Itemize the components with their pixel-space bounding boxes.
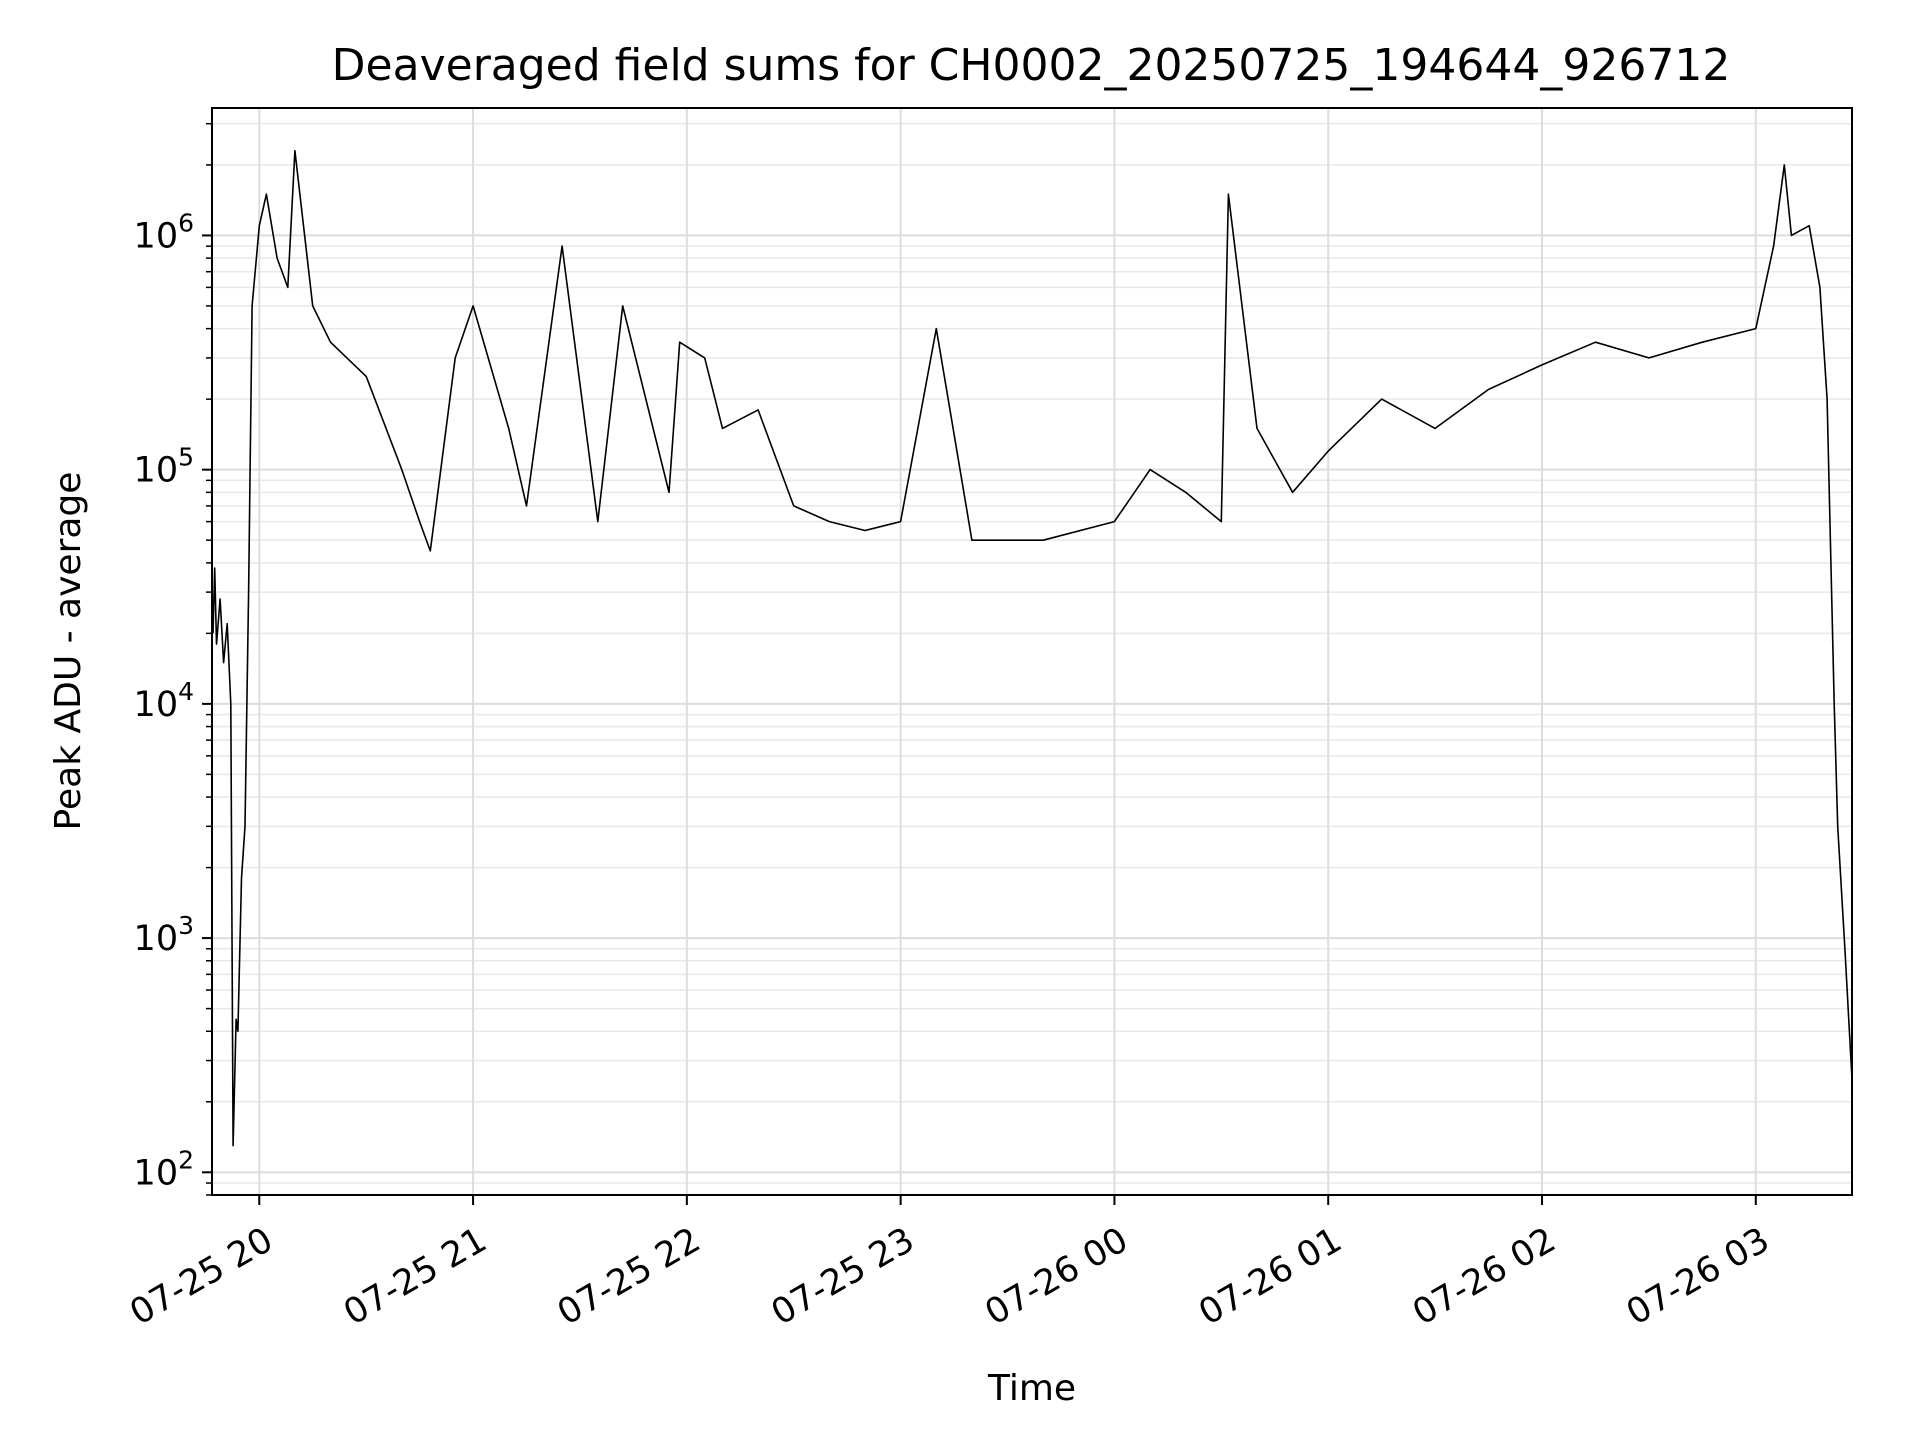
y-tick-base: 10 bbox=[134, 216, 179, 256]
y-tick-base: 10 bbox=[134, 451, 179, 491]
x-tick-label: 07-26 02 bbox=[1406, 1220, 1562, 1333]
y-tick-label: 102 bbox=[134, 1145, 194, 1193]
x-tick-label: 07-25 23 bbox=[765, 1220, 921, 1333]
plot-frame bbox=[211, 107, 1853, 1196]
x-tick-label: 07-25 22 bbox=[551, 1220, 707, 1333]
y-tick-exponent: 3 bbox=[178, 911, 194, 940]
y-tick-base: 10 bbox=[134, 919, 179, 959]
y-tick-exponent: 5 bbox=[178, 443, 194, 472]
y-tick-label: 105 bbox=[134, 443, 194, 491]
x-tick-label: 07-26 01 bbox=[1192, 1220, 1348, 1333]
x-tick-label: 07-26 03 bbox=[1620, 1220, 1776, 1333]
x-tick-label: 07-26 00 bbox=[979, 1220, 1135, 1333]
y-tick-label: 106 bbox=[134, 208, 194, 256]
y-tick-base: 10 bbox=[134, 685, 179, 725]
y-tick-label: 103 bbox=[134, 911, 194, 959]
x-axis-ticks: 07-25 20 07-25 21 07-25 22 07-25 23 07-26 00… bbox=[123, 1195, 1776, 1333]
y-axis-label: Peak ADU - average bbox=[48, 472, 89, 831]
x-tick-label: 07-25 21 bbox=[337, 1220, 493, 1333]
x-tick-label: 07-25 20 bbox=[123, 1220, 279, 1333]
y-tick-exponent: 6 bbox=[178, 208, 194, 237]
chart-title: Deaveraged field sums for CH0002_2025072… bbox=[332, 40, 1731, 91]
series-layer bbox=[212, 149, 1853, 1147]
y-tick-label: 104 bbox=[134, 677, 194, 725]
y-tick-exponent: 4 bbox=[178, 677, 194, 706]
y-tick-base: 10 bbox=[134, 1153, 179, 1193]
y-tick-exponent: 2 bbox=[178, 1145, 194, 1174]
series-line bbox=[212, 149, 1853, 1147]
x-axis-label: Time bbox=[987, 1368, 1076, 1409]
grid-lines bbox=[212, 108, 1852, 1196]
